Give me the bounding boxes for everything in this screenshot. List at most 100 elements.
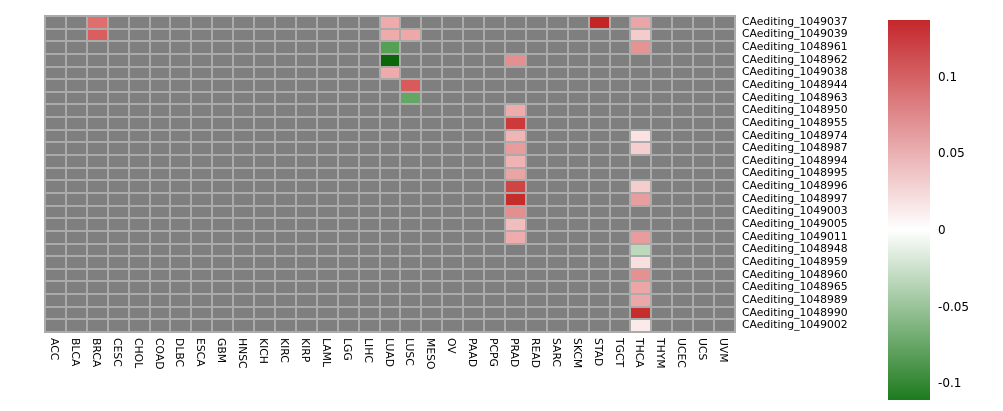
heatmap-cell <box>213 219 233 230</box>
heatmap-cell <box>631 92 651 104</box>
heatmap-cell <box>715 54 734 66</box>
heatmap-cell <box>213 168 233 180</box>
heatmap-cell <box>610 295 630 306</box>
heatmap-cell <box>338 143 358 155</box>
heatmap-cell <box>673 156 693 167</box>
heatmap-cell <box>66 307 86 319</box>
heatmap-cell <box>338 295 358 306</box>
heatmap-cell <box>255 231 274 243</box>
heatmap-cell <box>589 219 609 230</box>
heatmap-cell <box>234 295 254 306</box>
heatmap-cell <box>359 231 379 243</box>
heatmap-cell <box>443 168 463 180</box>
row-label: CAediting_1049038 <box>742 65 848 79</box>
row-label: CAediting_1048996 <box>742 179 848 193</box>
heatmap-cell <box>401 269 421 281</box>
heatmap-cell <box>338 244 358 256</box>
heatmap-cell <box>171 29 191 41</box>
heatmap-cell <box>46 269 65 281</box>
heatmap-cell <box>255 80 274 91</box>
heatmap-cell <box>234 307 254 319</box>
heatmap-cell <box>505 42 525 53</box>
heatmap-cell <box>275 92 295 104</box>
heatmap-cell <box>505 307 525 319</box>
heatmap-cell <box>171 67 191 79</box>
heatmap-cell <box>296 206 316 218</box>
heatmap-cell <box>46 181 65 192</box>
col-label: LGG <box>340 338 354 361</box>
heatmap-cell <box>275 257 295 268</box>
heatmap-cell <box>401 17 421 28</box>
legend-tick-label: 0.1 <box>938 69 958 84</box>
heatmap-cell <box>317 257 337 268</box>
heatmap-cell <box>694 67 714 79</box>
heatmap-cell <box>338 269 358 281</box>
heatmap-cell <box>192 193 212 205</box>
heatmap-cell <box>380 307 400 319</box>
heatmap-cell <box>547 282 567 294</box>
heatmap-cell <box>694 42 714 53</box>
heatmap-cell <box>46 54 65 66</box>
heatmap-cell <box>275 130 295 142</box>
heatmap-cell <box>547 257 567 268</box>
heatmap-cell <box>443 307 463 319</box>
heatmap-cell <box>129 206 149 218</box>
heatmap-cell <box>150 118 170 129</box>
heatmap-cell <box>547 17 567 28</box>
row-label: CAediting_1048955 <box>742 115 848 129</box>
heatmap-cell <box>652 320 672 331</box>
heatmap-cell <box>631 130 651 142</box>
heatmap-cell <box>443 143 463 155</box>
heatmap-cell <box>401 307 421 319</box>
heatmap-cell <box>568 92 588 104</box>
heatmap-cell <box>547 143 567 155</box>
heatmap-cell <box>464 320 484 331</box>
heatmap-cell <box>296 320 316 331</box>
row-label: CAediting_1048950 <box>742 103 848 117</box>
heatmap-cell <box>192 29 212 41</box>
heatmap-cell <box>150 168 170 180</box>
heatmap-cell <box>547 156 567 167</box>
row-label: CAediting_1048961 <box>742 40 848 54</box>
heatmap-cell <box>213 29 233 41</box>
heatmap-cell <box>192 17 212 28</box>
heatmap-cell <box>171 118 191 129</box>
col-label: LUAD <box>382 338 396 368</box>
heatmap-cell <box>234 282 254 294</box>
heatmap-cell <box>87 257 107 268</box>
heatmap-cell <box>505 156 525 167</box>
heatmap-cell <box>422 282 442 294</box>
heatmap-cell <box>234 181 254 192</box>
heatmap-cell <box>526 181 546 192</box>
heatmap-cell <box>150 143 170 155</box>
heatmap-cell <box>359 295 379 306</box>
heatmap-cell <box>401 118 421 129</box>
heatmap-cell <box>464 282 484 294</box>
heatmap-cell <box>443 118 463 129</box>
heatmap-cell <box>255 130 274 142</box>
heatmap-cell <box>610 231 630 243</box>
heatmap-cell <box>589 320 609 331</box>
heatmap-cell <box>568 80 588 91</box>
heatmap-cell <box>46 42 65 53</box>
heatmap-cell <box>589 143 609 155</box>
heatmap-cell <box>526 92 546 104</box>
heatmap-cell <box>610 282 630 294</box>
heatmap-cell <box>505 168 525 180</box>
heatmap-cell <box>568 282 588 294</box>
heatmap-cell <box>547 206 567 218</box>
heatmap-cell <box>338 282 358 294</box>
heatmap-cell <box>422 17 442 28</box>
heatmap-cell <box>192 80 212 91</box>
heatmap-cell <box>380 92 400 104</box>
heatmap-cell <box>505 143 525 155</box>
heatmap-cell <box>66 181 86 192</box>
row-label: CAediting_1048987 <box>742 141 848 155</box>
heatmap-cell <box>673 295 693 306</box>
heatmap-cell <box>359 282 379 294</box>
heatmap-cell <box>171 269 191 281</box>
heatmap-cell <box>338 156 358 167</box>
heatmap-cell <box>610 80 630 91</box>
heatmap-cell <box>464 295 484 306</box>
heatmap-cell <box>505 282 525 294</box>
